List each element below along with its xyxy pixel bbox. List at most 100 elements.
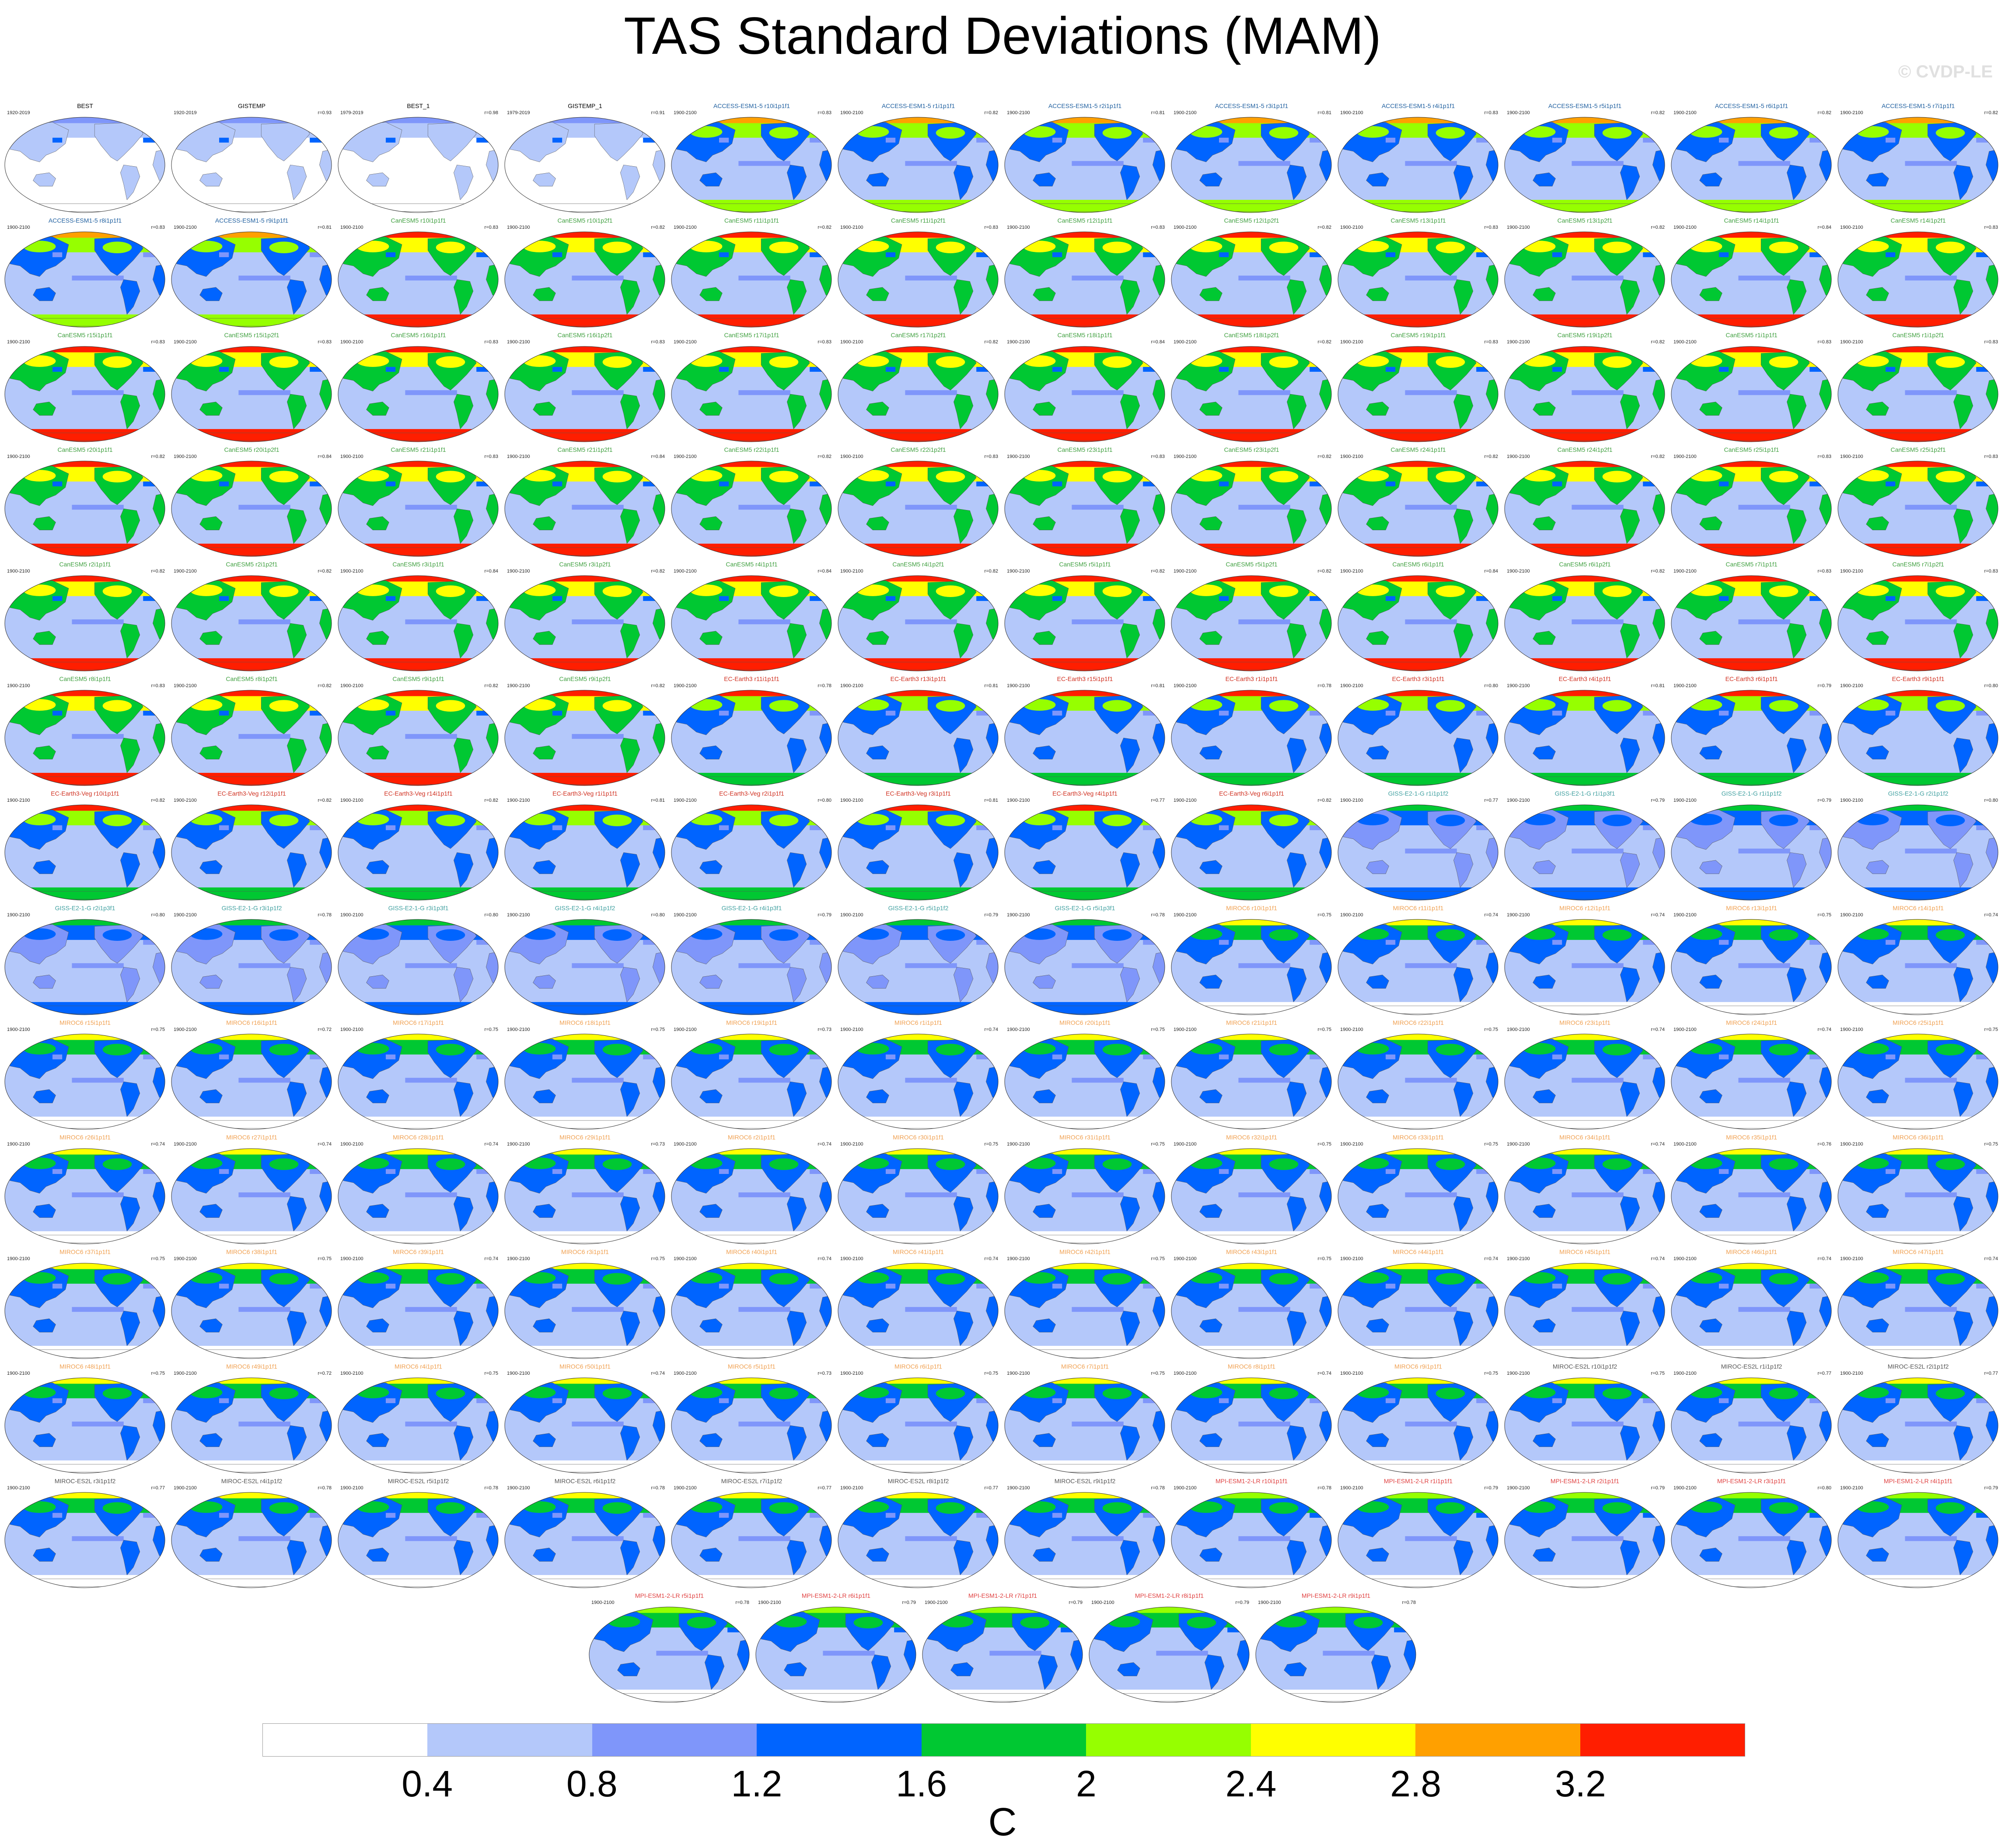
- continent-antarctica: [1340, 891, 1496, 899]
- canada-hotspot: [1769, 127, 1799, 139]
- map-border: [671, 117, 832, 213]
- gulfstream-streak: [1809, 1169, 1823, 1174]
- gulfstream-streak: [1809, 137, 1823, 143]
- map-panel: 1900-2100 CanESM5 r11i1p2f1 r=0.83: [835, 215, 1002, 330]
- panel-label: MIROC6 r32i1p1f1: [1226, 1134, 1277, 1141]
- panel-period: 1900-2100: [1340, 1256, 1363, 1261]
- map-panel: 1900-2100 EC-Earth3-Veg r14i1p1f1 r=0.82: [335, 788, 502, 903]
- panel-r-value: r=0.84: [1817, 225, 1832, 230]
- kuroshio-streak: [1552, 1054, 1562, 1059]
- equatorial-band: [238, 1307, 290, 1312]
- continent-australia: [866, 516, 889, 531]
- gulfstream-streak: [476, 481, 489, 486]
- canada-hotspot: [936, 241, 965, 254]
- panel-label: MIROC6 r29i1p1f1: [559, 1134, 611, 1141]
- canada-hotspot: [436, 1502, 465, 1514]
- canada-hotspot: [769, 929, 799, 941]
- world-map: [1671, 231, 1832, 328]
- continent-south-america: [787, 1196, 807, 1232]
- panel-r-value: r=0.75: [1151, 1371, 1165, 1376]
- world-map: [922, 1607, 1083, 1703]
- equatorial-band: [1405, 1422, 1457, 1427]
- world-map: [1671, 804, 1832, 901]
- map-border: [338, 346, 499, 442]
- canada-hotspot: [1102, 814, 1132, 827]
- world-map: [671, 919, 832, 1015]
- continent-south-america: [1120, 164, 1140, 200]
- gulfstream-streak: [1643, 1513, 1656, 1518]
- gulfstream-streak: [1143, 252, 1156, 257]
- world-map: [171, 1492, 332, 1588]
- map-panel: 1900-2100 MIROC-ES2L r9i1p1f2 r=0.78: [1002, 1476, 1168, 1590]
- equatorial-band: [1572, 849, 1624, 854]
- panel-label: CanESM5 r8i1p2f1: [226, 675, 278, 682]
- canada-hotspot: [1602, 1158, 1632, 1170]
- kuroshio-streak: [1886, 137, 1896, 143]
- equatorial-band: [738, 390, 790, 395]
- map-border: [1837, 1492, 1998, 1588]
- panel-r-value: r=0.83: [484, 339, 499, 345]
- panel-period: 1900-2100: [674, 110, 697, 115]
- map-panel: 1900-2100 CanESM5 r8i1p1f1 r=0.83: [2, 674, 168, 788]
- panel-period: 1900-2100: [507, 454, 530, 459]
- map-border: [1338, 1263, 1499, 1359]
- map-border: [1004, 1492, 1165, 1588]
- map-panel: 1900-2100 CanESM5 r8i1p2f1 r=0.82: [168, 674, 335, 788]
- continent-australia: [533, 1089, 556, 1104]
- continent-australia: [866, 975, 889, 989]
- map-border: [171, 1148, 332, 1244]
- gulfstream-streak: [1143, 1398, 1156, 1403]
- panel-period: 1900-2100: [840, 569, 863, 574]
- continent-australia: [699, 975, 723, 989]
- continent-antarctica: [673, 1349, 830, 1358]
- kuroshio-streak: [1219, 1054, 1229, 1059]
- kuroshio-streak: [1386, 367, 1396, 372]
- equatorial-band: [1572, 1307, 1624, 1312]
- siberia-hotspot: [23, 699, 56, 711]
- equatorial-band: [1238, 1078, 1290, 1083]
- siberia-hotspot: [23, 1387, 56, 1398]
- world-map: [504, 575, 665, 671]
- canada-hotspot: [102, 585, 132, 597]
- panel-r-value: r=0.79: [1817, 683, 1832, 688]
- panel-label: MIROC6 r45i1p1f1: [1559, 1248, 1610, 1255]
- continent-south-america: [787, 394, 807, 430]
- siberia-hotspot: [23, 1043, 56, 1055]
- map-panel: 1900-2100 GISS-E2-1-G r5i1p3f1 r=0.78: [1002, 903, 1168, 1017]
- continent-australia: [33, 1548, 56, 1562]
- continent-south-america: [620, 852, 640, 888]
- kuroshio-streak: [552, 367, 562, 372]
- canada-hotspot: [1602, 471, 1632, 483]
- canada-hotspot: [853, 1617, 883, 1629]
- kuroshio-streak: [719, 1169, 729, 1174]
- continent-south-america: [954, 1081, 974, 1117]
- siberia-hotspot: [190, 241, 223, 252]
- map-border: [338, 804, 499, 901]
- map-panel: 1900-2100 CanESM5 r5i1p2f1 r=0.82: [1168, 559, 1335, 674]
- continent-south-america: [1953, 623, 1974, 659]
- kuroshio-streak: [886, 940, 896, 945]
- continent-south-america: [620, 508, 640, 544]
- panel-r-value: r=0.83: [984, 225, 999, 230]
- kuroshio-streak: [219, 825, 229, 830]
- continent-australia: [33, 745, 56, 760]
- map-panel: 1900-2100 CanESM5 r7i1p2f1 r=0.83: [1835, 559, 2002, 674]
- continent-antarctica: [840, 1235, 996, 1243]
- panel-period: 1900-2100: [507, 225, 530, 230]
- continent-south-america: [787, 164, 807, 200]
- map-border: [1171, 919, 1332, 1015]
- map-border: [504, 1377, 665, 1474]
- world-map: [1837, 575, 1998, 671]
- map-panel: 1900-2100 MPI-ESM1-2-LR r6i1p1f1 r=0.79: [753, 1590, 919, 1705]
- continent-south-america: [120, 1425, 140, 1461]
- world-map: [1504, 1263, 1665, 1359]
- map-panel: 1900-2100 MIROC6 r37i1p1f1 r=0.75: [2, 1247, 168, 1361]
- panel-r-value: r=0.83: [1484, 110, 1499, 115]
- map-border: [1504, 1263, 1665, 1359]
- panel-label: CanESM5 r4i1p2f1: [892, 561, 944, 568]
- continent-australia: [1366, 1089, 1389, 1104]
- panel-label: ACCESS-ESM1-5 r2i1p1f1: [1048, 102, 1122, 109]
- world-map: [671, 1377, 832, 1474]
- canada-hotspot: [1602, 929, 1632, 941]
- panel-r-value: r=0.83: [151, 225, 165, 230]
